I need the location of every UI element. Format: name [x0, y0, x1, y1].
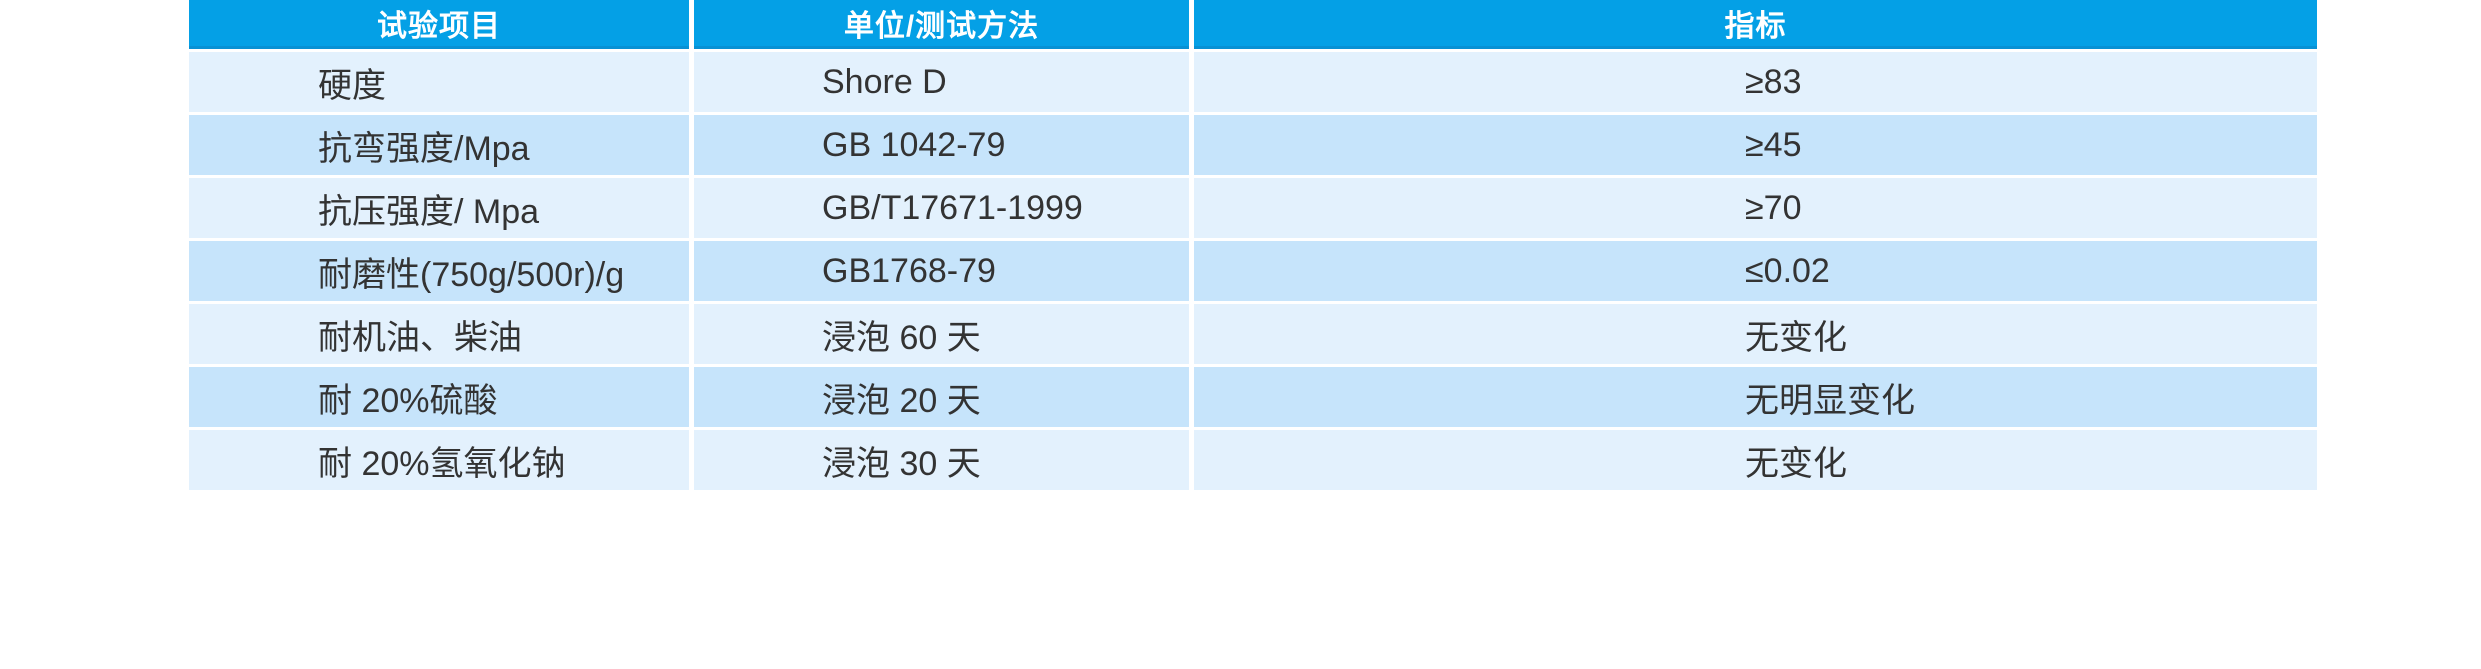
table-header-row: 试验项目 单位/测试方法 指标: [189, 0, 2317, 49]
cell-index: 无变化: [1194, 430, 2317, 490]
table-row: 耐机油、柴油 浸泡 60 天 无变化: [189, 304, 2317, 364]
cell-test-item: 抗弯强度/Mpa: [189, 115, 689, 175]
table-row: 耐磨性(750g/500r)/g GB1768-79 ≤0.02: [189, 241, 2317, 301]
column-header-unit-method: 单位/测试方法: [694, 0, 1189, 49]
cell-test-item: 耐 20%氢氧化钠: [189, 430, 689, 490]
cell-test-item: 耐机油、柴油: [189, 304, 689, 364]
table-body: 硬度 Shore D ≥83 抗弯强度/Mpa GB 1042-79 ≥45 抗…: [189, 52, 2317, 490]
cell-test-item: 抗压强度/ Mpa: [189, 178, 689, 238]
table-row: 硬度 Shore D ≥83: [189, 52, 2317, 112]
cell-unit-method: 浸泡 20 天: [694, 367, 1189, 427]
table-row: 抗压强度/ Mpa GB/T17671-1999 ≥70: [189, 178, 2317, 238]
table-row: 耐 20%氢氧化钠 浸泡 30 天 无变化: [189, 430, 2317, 490]
cell-test-item: 耐磨性(750g/500r)/g: [189, 241, 689, 301]
cell-unit-method: 浸泡 60 天: [694, 304, 1189, 364]
cell-unit-method: GB1768-79: [694, 241, 1189, 301]
column-header-test-item: 试验项目: [189, 0, 689, 49]
cell-index: ≥83: [1194, 52, 2317, 112]
column-header-index: 指标: [1194, 0, 2317, 49]
table-row: 耐 20%硫酸 浸泡 20 天 无明显变化: [189, 367, 2317, 427]
cell-test-item: 硬度: [189, 52, 689, 112]
cell-unit-method: Shore D: [694, 52, 1189, 112]
cell-test-item: 耐 20%硫酸: [189, 367, 689, 427]
cell-index: 无变化: [1194, 304, 2317, 364]
cell-index: ≤0.02: [1194, 241, 2317, 301]
cell-index: ≥70: [1194, 178, 2317, 238]
cell-unit-method: GB/T17671-1999: [694, 178, 1189, 238]
cell-unit-method: GB 1042-79: [694, 115, 1189, 175]
cell-index: ≥45: [1194, 115, 2317, 175]
table-row: 抗弯强度/Mpa GB 1042-79 ≥45: [189, 115, 2317, 175]
spec-table: 试验项目 单位/测试方法 指标 硬度 Shore D ≥83 抗弯强度/Mpa …: [189, 0, 2317, 490]
cell-unit-method: 浸泡 30 天: [694, 430, 1189, 490]
cell-index: 无明显变化: [1194, 367, 2317, 427]
